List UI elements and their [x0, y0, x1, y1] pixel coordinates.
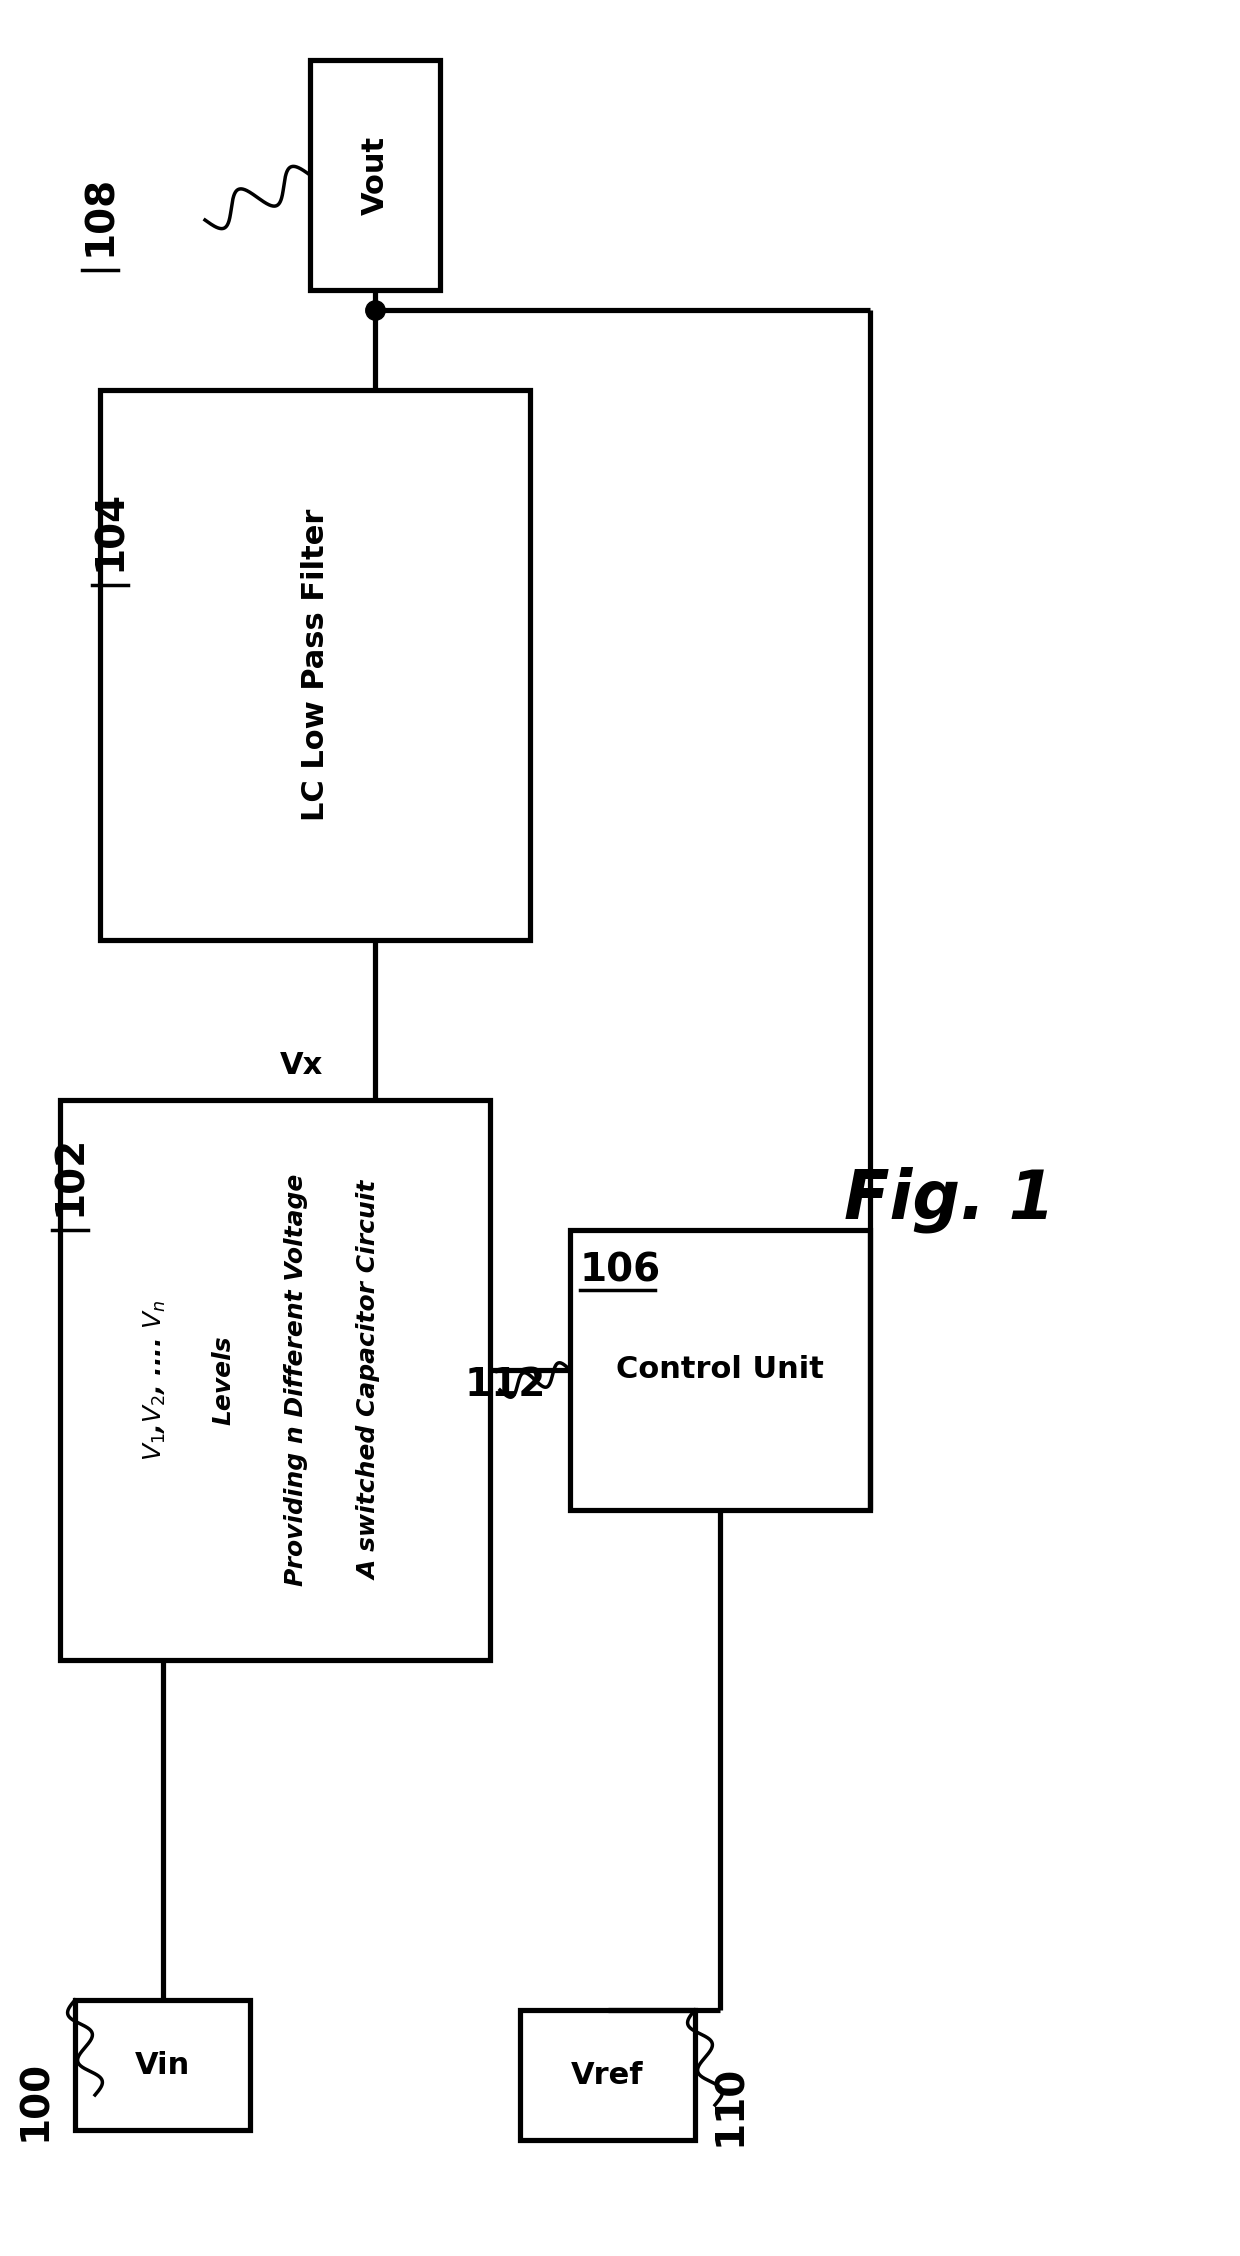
Text: Vref: Vref: [572, 2060, 644, 2089]
Text: 106: 106: [580, 1252, 661, 1288]
Text: 110: 110: [711, 2064, 749, 2145]
Text: Levels: Levels: [211, 1336, 236, 1426]
Text: 108: 108: [81, 174, 119, 255]
Text: LC Low Pass Filter: LC Low Pass Filter: [300, 510, 330, 821]
Bar: [60, 1101, 490, 1660]
Text: $V_1$,$V_2$, .... $V_n$: $V_1$,$V_2$, .... $V_n$: [141, 1299, 167, 1460]
Text: Providing n Different Voltage: Providing n Different Voltage: [284, 1173, 309, 1586]
Bar: [74, 2001, 250, 2130]
Text: A switched Capacitor Circuit: A switched Capacitor Circuit: [357, 1180, 382, 1579]
Text: Fig. 1: Fig. 1: [844, 1166, 1055, 1234]
Text: 104: 104: [91, 490, 129, 571]
Text: 102: 102: [51, 1135, 89, 1216]
Text: Vin: Vin: [135, 2051, 190, 2080]
Bar: [310, 61, 440, 291]
Bar: [570, 1230, 870, 1509]
Text: Vx: Vx: [280, 1051, 324, 1081]
Bar: [100, 390, 529, 941]
Bar: [520, 2010, 694, 2141]
Text: 112: 112: [464, 1365, 546, 1403]
Text: Control Unit: Control Unit: [616, 1356, 823, 1385]
Text: Vout: Vout: [361, 135, 389, 214]
Text: 100: 100: [16, 2060, 55, 2141]
